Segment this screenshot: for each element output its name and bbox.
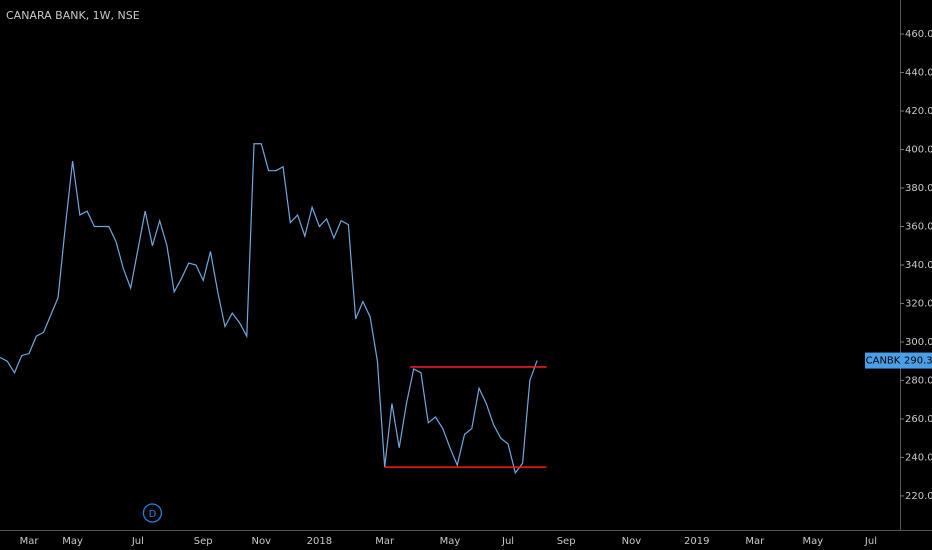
x-tick-label: Mar	[745, 536, 765, 547]
x-tick-label: Sep	[557, 536, 576, 547]
y-tick-label: 340.00	[905, 260, 932, 271]
y-tick-label: 380.00	[905, 183, 932, 194]
y-tick-label: 360.00	[905, 222, 932, 233]
y-tick-label: 420.00	[905, 106, 932, 117]
x-tick-label: May	[803, 536, 824, 547]
y-tick-label: 320.00	[905, 298, 932, 309]
x-tick-label: Jul	[864, 536, 877, 547]
price-tag-box	[901, 352, 932, 369]
event-marker-label: D	[149, 509, 157, 520]
chart-title: CANARA BANK, 1W, NSE	[6, 9, 140, 22]
event-marker	[142, 503, 163, 523]
x-tick-label: Mar	[20, 536, 40, 547]
y-tick-label: 460.00	[905, 29, 932, 40]
price-tag-symbol-box	[865, 352, 901, 369]
x-tick-label: Nov	[622, 536, 642, 547]
x-tick-label: 2019	[684, 536, 709, 547]
y-tick-label: 400.00	[905, 145, 932, 156]
y-tick-label: 280.00	[905, 375, 932, 386]
price-tag-label: 290.35	[904, 356, 932, 367]
y-tick-label: 260.00	[905, 414, 932, 425]
y-tick-label: 300.00	[905, 337, 932, 348]
y-tick-label: 440.00	[905, 68, 932, 79]
x-tick-label: Sep	[194, 536, 213, 547]
price-line	[0, 143, 538, 475]
x-tick-label: 2018	[307, 536, 332, 547]
x-tick-label: May	[62, 536, 83, 547]
x-tick-label: Nov	[252, 536, 272, 547]
x-tick-label: May	[440, 536, 461, 547]
x-tick-label: Mar	[375, 536, 395, 547]
y-tick-label: 240.00	[905, 452, 932, 463]
x-tick-label: Jul	[131, 536, 144, 547]
x-tick-label: Jul	[501, 536, 514, 547]
price-tag-symbol: CANBK	[866, 356, 901, 367]
y-tick-label: 220.00	[905, 491, 932, 502]
